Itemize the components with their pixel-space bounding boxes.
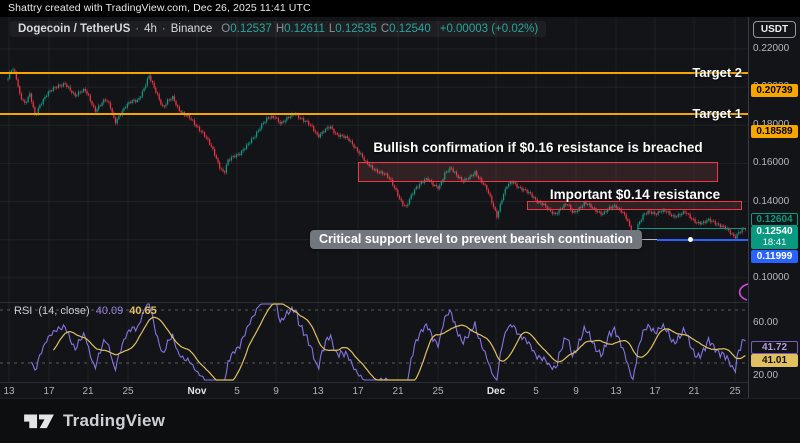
time-axis[interactable]: 13 17 21 25 Nov 5 9 13 17 21 25 Dec 5 9 13 17 21 25 [0, 382, 748, 398]
ohlc-label: H [275, 23, 285, 35]
rsi-ma-line [52, 303, 746, 381]
time-tick-label: 13 [610, 386, 622, 397]
annotation-resistance-text[interactable]: Important $0.14 resistance [549, 187, 721, 202]
support-level-line[interactable] [657, 238, 748, 241]
time-tick-label: 5 [234, 386, 240, 397]
ohlc-label: O [221, 23, 231, 35]
time-tick-label: 25 [122, 386, 134, 397]
time-tick-label: 21 [82, 386, 94, 397]
time-tick-label: 13 [312, 386, 324, 397]
time-tick-label: 13 [3, 386, 15, 397]
ask-price-badge: 0.12604 [751, 213, 798, 226]
target2-price-line[interactable] [0, 71, 748, 75]
resistance-zone-016[interactable] [358, 161, 718, 182]
rsi-ma-value: 40.65 [129, 305, 157, 317]
separator-dot: · [161, 23, 166, 35]
watermark-text: Shattry created with TradingView.com, De… [8, 2, 311, 14]
time-tick-label: 25 [729, 386, 741, 397]
ohlc-label: C [380, 23, 390, 35]
symbol-name[interactable]: Dogecoin / TetherUS [18, 23, 131, 35]
price-tick-label: 0.22000 [753, 42, 790, 54]
change-value: +0.00003 (+0.02%) [439, 23, 539, 35]
target2-label[interactable]: Target 2 [692, 65, 742, 80]
rsi-title[interactable]: RSI [14, 305, 33, 317]
price-axis[interactable]: USDT 0.20739 0.18589 0.12604 0.12540 18:… [748, 17, 800, 398]
tradingview-logo-icon[interactable] [24, 410, 54, 432]
annotation-bullish-text[interactable]: Bullish confirmation if $0.16 resistance… [373, 140, 703, 155]
time-tick-label: 21 [688, 386, 700, 397]
last-price-badge: 0.12540 18:41 [751, 226, 798, 249]
rsi-params: (14, close) [38, 305, 90, 317]
time-tick-label: 9 [273, 386, 279, 397]
time-tick-label: 25 [432, 386, 444, 397]
support-line-handle[interactable] [688, 237, 693, 243]
rsi-value-badge: 41.72 [751, 341, 798, 354]
ask-price-line [637, 227, 746, 229]
price-tick-label: 0.16000 [753, 157, 790, 169]
price-tick-label: 0.10000 [753, 271, 790, 283]
time-tick-label: 17 [352, 386, 364, 397]
time-tick-label: 5 [533, 386, 539, 397]
time-tick-label: 17 [649, 386, 661, 397]
ohlc-value: 0.12535 [335, 23, 377, 35]
target1-price-badge: 0.18589 [751, 124, 798, 138]
time-tick-label: 21 [392, 386, 404, 397]
ohlc-values: O0.12537 H0.12611 L0.12535 C0.12540 [217, 23, 430, 35]
ohlc-value: 0.12611 [284, 23, 325, 35]
footer-bar: TradingView [0, 398, 800, 443]
tradingview-brand-text[interactable]: TradingView [63, 411, 166, 430]
target1-price-line[interactable] [0, 112, 748, 116]
currency-toggle-button[interactable]: USDT [753, 21, 796, 38]
drawing-arc [738, 283, 748, 301]
price-tick-label: 0.14000 [753, 195, 790, 207]
bar-countdown: 18:41 [762, 237, 787, 248]
watermark-bar: Shattry created with TradingView.com, De… [0, 0, 800, 17]
interval-label[interactable]: 4h [144, 23, 157, 35]
last-price-value: 0.12540 [756, 226, 793, 237]
rsi-tick-label: 20.00 [753, 370, 779, 382]
support-price-badge: 0.11999 [751, 250, 798, 263]
rsi-value: 40.09 [95, 305, 124, 317]
candle-bodies-down [14, 69, 747, 239]
pane-separator[interactable] [0, 302, 748, 303]
rsi-legend[interactable]: RSI (14, close) 40.09 40.65 [14, 305, 157, 317]
target1-label[interactable]: Target 1 [692, 106, 742, 121]
rsi-ma-value-badge: 41.01 [751, 354, 798, 367]
ohlc-value: 0.12540 [389, 23, 431, 35]
ohlc-value: 0.12537 [230, 23, 272, 35]
symbol-legend[interactable]: Dogecoin / TetherUS · 4h · Binance O0.12… [10, 21, 547, 37]
time-tick-label: Nov [187, 386, 207, 397]
separator-dot: · [135, 23, 140, 35]
exchange-label: Binance [170, 23, 213, 35]
time-tick-label: 9 [573, 386, 579, 397]
resistance-zone-014[interactable] [527, 200, 742, 210]
time-tick-label: Dec [486, 386, 506, 397]
rsi-tick-label: 60.00 [753, 317, 779, 329]
annotation-support-tooltip[interactable]: Critical support level to prevent bearis… [310, 230, 642, 250]
target2-price-badge: 0.20739 [751, 83, 798, 97]
ohlc-label: L [328, 23, 336, 35]
time-tick-label: 17 [43, 386, 55, 397]
